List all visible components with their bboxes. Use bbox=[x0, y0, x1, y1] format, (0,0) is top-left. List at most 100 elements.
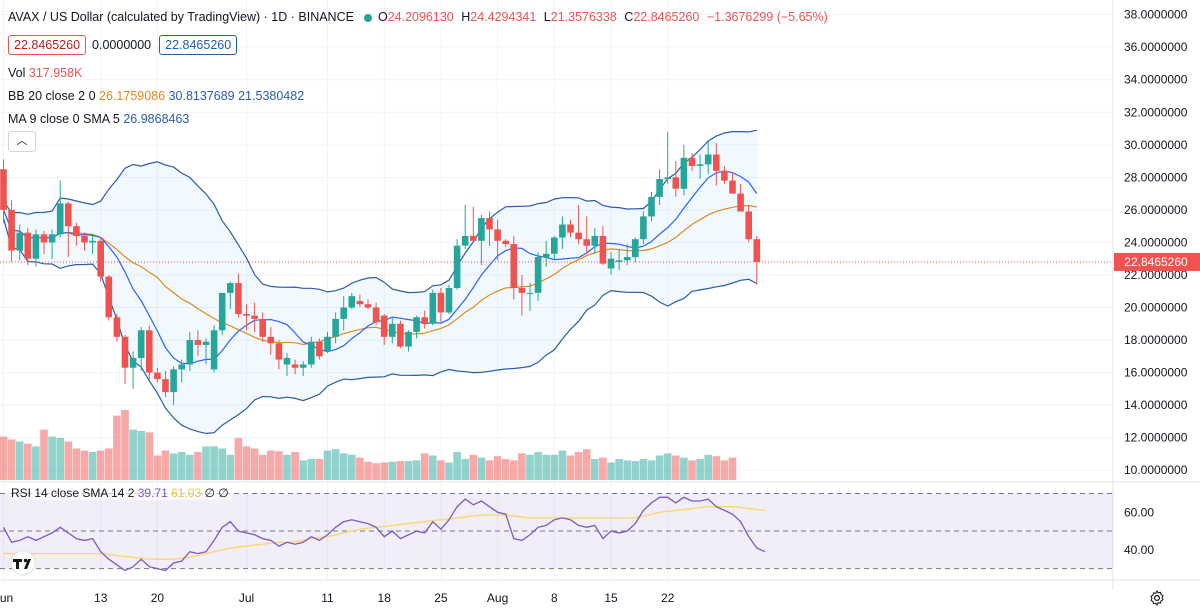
y-tick-label: 18.0000000 bbox=[1124, 333, 1188, 347]
symbol-legend: AVAX / US Dollar (calculated by TradingV… bbox=[8, 10, 828, 24]
symbol-title[interactable]: AVAX / US Dollar (calculated by TradingV… bbox=[8, 10, 354, 24]
y-tick-label: 22.0000000 bbox=[1124, 268, 1188, 282]
candle-body bbox=[299, 364, 307, 368]
settings-gear-icon[interactable] bbox=[1148, 589, 1166, 607]
candle-body bbox=[332, 318, 339, 337]
volume-bar bbox=[534, 452, 542, 480]
candle-body bbox=[202, 341, 210, 345]
current-price-tag bbox=[1114, 252, 1200, 271]
y-tick-label: 36.0000000 bbox=[1124, 40, 1188, 54]
bb-upper-line bbox=[3, 129, 757, 294]
volume-bar bbox=[453, 452, 461, 480]
candle-body bbox=[534, 257, 542, 293]
candle-body bbox=[227, 283, 234, 293]
volume-bar bbox=[655, 455, 664, 480]
volume-bar bbox=[339, 453, 348, 480]
volume-legend[interactable]: Vol 317.958K bbox=[8, 66, 83, 80]
candle-body bbox=[510, 244, 518, 288]
volume-bar bbox=[518, 453, 526, 480]
candle-body bbox=[235, 283, 242, 315]
volume-bar bbox=[105, 448, 113, 480]
volume-bar bbox=[461, 459, 469, 480]
candle-body bbox=[518, 288, 526, 293]
volume-bar bbox=[631, 461, 640, 480]
volume-bar bbox=[388, 461, 397, 480]
y-tick-label: 20.0000000 bbox=[1124, 301, 1188, 315]
candle-body bbox=[413, 317, 420, 332]
tradingview-logo-icon[interactable] bbox=[6, 550, 40, 576]
volume-bar bbox=[696, 459, 704, 480]
candle-body bbox=[664, 177, 671, 179]
volume-bar bbox=[639, 459, 648, 480]
volume-bar bbox=[485, 460, 494, 480]
volume-bar bbox=[574, 452, 583, 480]
candle-body bbox=[607, 258, 615, 269]
volume-bar bbox=[615, 459, 623, 480]
volume-bar bbox=[283, 454, 291, 480]
candle-body bbox=[251, 315, 258, 319]
buy-price-box[interactable]: 22.8465260 bbox=[159, 35, 238, 55]
y-tick-label: 12.0000000 bbox=[1124, 431, 1188, 445]
candle-body bbox=[632, 239, 639, 258]
candle-body bbox=[243, 314, 250, 316]
candle-body bbox=[445, 288, 453, 313]
volume-bar bbox=[550, 454, 559, 480]
candle-body bbox=[437, 292, 445, 313]
candle-body bbox=[599, 235, 607, 264]
volume-bar bbox=[218, 448, 226, 480]
volume-bar bbox=[477, 457, 486, 480]
x-tick-label: 18 bbox=[378, 591, 392, 605]
candle-body bbox=[526, 292, 534, 294]
candle-body bbox=[259, 318, 266, 337]
x-tick-label: 22 bbox=[661, 591, 675, 605]
candle-body bbox=[753, 239, 761, 262]
candle-body bbox=[154, 372, 161, 380]
candle-body bbox=[186, 340, 194, 365]
collapse-legend-button[interactable]: ︿ bbox=[8, 131, 36, 152]
candle-body bbox=[494, 229, 501, 241]
candle-body bbox=[372, 307, 380, 323]
volume-bar bbox=[48, 436, 56, 480]
candle-body bbox=[704, 154, 712, 165]
candle-body bbox=[729, 180, 736, 194]
candle-body bbox=[283, 357, 291, 365]
volume-bar bbox=[96, 450, 105, 480]
candle-body bbox=[24, 232, 32, 259]
volume-bar bbox=[242, 446, 251, 480]
current-price-label: 22.8465260 bbox=[1124, 255, 1188, 269]
y-tick-label: 14.0000000 bbox=[1124, 398, 1188, 412]
volume-bar bbox=[728, 457, 737, 480]
candle-body bbox=[81, 235, 88, 243]
x-tick-label: Jul bbox=[239, 591, 254, 605]
ma-legend[interactable]: MA 9 close 0 SMA 5 26.9868463 bbox=[8, 112, 190, 126]
rsi-legend[interactable]: RSI 14 close SMA 14 2 39.71 61.03 ∅ ∅ bbox=[8, 486, 232, 500]
candle-body bbox=[89, 240, 96, 243]
volume-bar bbox=[542, 454, 550, 480]
bb-lower-line bbox=[2, 218, 758, 435]
rsi-tick-label: 40.00 bbox=[1124, 543, 1154, 557]
volume-bar bbox=[712, 456, 721, 480]
volume-bar bbox=[469, 454, 478, 480]
y-tick-label: 24.0000000 bbox=[1124, 235, 1188, 249]
volume-bar bbox=[194, 452, 202, 480]
sell-price-box[interactable]: 22.8465260 bbox=[8, 35, 87, 55]
x-tick-label: 8 bbox=[551, 591, 558, 605]
candle-body bbox=[137, 330, 145, 358]
y-tick-label: 30.0000000 bbox=[1124, 138, 1188, 152]
candle-body bbox=[73, 226, 80, 236]
candle-body bbox=[0, 169, 7, 210]
bb-legend[interactable]: BB 20 close 2 0 26.1759086 30.8137689 21… bbox=[8, 89, 305, 103]
volume-bar bbox=[348, 454, 356, 480]
candle-body bbox=[640, 216, 647, 240]
candle-body bbox=[97, 240, 104, 277]
x-tick-label: 13 bbox=[94, 591, 108, 605]
spread-value: 0.0000000 bbox=[92, 38, 152, 52]
candle-body bbox=[308, 341, 315, 365]
candle-body bbox=[389, 323, 396, 337]
candle-body bbox=[113, 317, 121, 337]
change-value: −1.3676299 (−5.65%) bbox=[706, 10, 828, 24]
volume-bar bbox=[15, 441, 24, 480]
candle-body bbox=[623, 257, 631, 261]
candle-body bbox=[656, 178, 663, 197]
